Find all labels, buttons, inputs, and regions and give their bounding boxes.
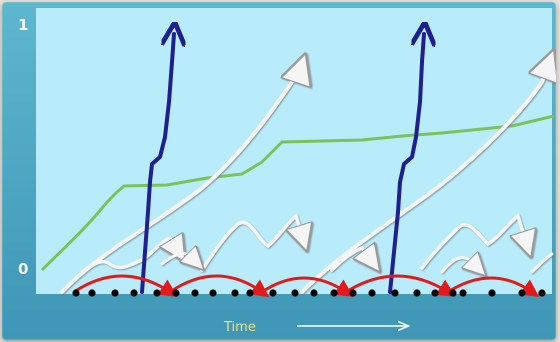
diagram-plot <box>36 8 556 340</box>
baseline-dot <box>488 289 496 297</box>
y-axis-max-label: 1 <box>18 16 29 34</box>
baseline-dot <box>391 289 399 297</box>
red-hop-5 <box>447 276 540 298</box>
white-bump-6 <box>440 258 480 272</box>
purple-spike-2 <box>388 34 424 294</box>
baseline-dot <box>518 289 526 297</box>
baseline-dot <box>349 289 357 297</box>
white-rising-traces <box>60 60 554 294</box>
baseline-dot <box>291 289 299 297</box>
baseline-dot <box>269 289 277 297</box>
red-hop-4 <box>345 274 456 297</box>
diagram-frame: 1 0 Time <box>2 2 556 340</box>
baseline-dot <box>431 289 439 297</box>
white-bump-1 <box>80 238 180 274</box>
white-bump-3 <box>160 254 198 264</box>
white-trace-long-1 <box>60 64 302 294</box>
purple-spike-1 <box>140 34 174 294</box>
baseline-dot <box>88 289 96 297</box>
baseline-dot <box>209 289 217 297</box>
red-hop-1 <box>73 274 178 297</box>
white-bump-5 <box>420 213 528 270</box>
green-trace <box>40 114 555 272</box>
white-bump-4 <box>330 248 374 270</box>
baseline-dots <box>72 289 546 297</box>
baseline-dot <box>330 289 338 297</box>
white-trace-long-2 <box>300 60 550 294</box>
red-hop-2 <box>169 274 270 298</box>
baseline-dot <box>172 289 180 297</box>
baseline-dot <box>191 289 199 297</box>
baseline-dot <box>413 289 421 297</box>
baseline-dot <box>368 289 376 297</box>
red-hops <box>73 274 540 298</box>
baseline-dot <box>246 289 254 297</box>
x-axis-label: Time <box>224 320 256 335</box>
white-bump-2 <box>200 213 304 272</box>
baseline-dot <box>449 289 457 297</box>
y-axis-min-label: 0 <box>18 260 29 278</box>
baseline-dot <box>130 289 138 297</box>
baseline-dot <box>72 289 80 297</box>
red-hop-3 <box>261 276 354 297</box>
baseline-dot <box>459 289 467 297</box>
white-bump-7 <box>530 252 554 274</box>
baseline-dot <box>231 289 239 297</box>
baseline-dot <box>111 289 119 297</box>
baseline-dot <box>538 289 546 297</box>
baseline-dot <box>153 289 161 297</box>
baseline-dot <box>310 289 318 297</box>
